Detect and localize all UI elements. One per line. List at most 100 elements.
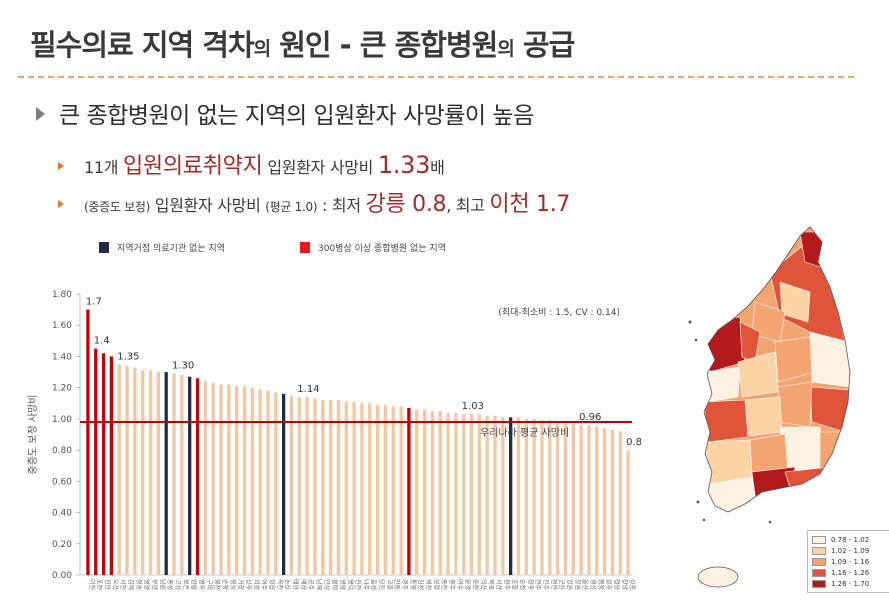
bar-강릉	[626, 450, 630, 575]
sub1-prefix: 11개	[84, 158, 123, 177]
sub1-highlight-value: 1.33	[377, 151, 431, 179]
x-tick-label: 여수	[456, 579, 464, 591]
x-tick-label: 통영	[409, 579, 417, 590]
bar-거창	[235, 386, 239, 575]
bar-안동	[391, 406, 395, 575]
y-tick-label: 0.00	[52, 571, 72, 581]
sub-bullet-triangle-icon	[58, 200, 64, 208]
bar-상주	[242, 386, 247, 575]
x-tick-label: 영천	[213, 579, 221, 590]
y-tick-label: 1.40	[52, 352, 72, 362]
y-tick-label: 1.80	[52, 290, 72, 300]
x-tick-label: 여주	[260, 579, 268, 591]
bar-구미	[203, 381, 207, 575]
x-tick-label: 홍천	[440, 579, 448, 590]
bar-여수	[454, 412, 458, 575]
bar-안성	[321, 400, 325, 575]
bar-오산	[109, 356, 114, 575]
bar-의성	[250, 387, 254, 575]
bar-평창	[595, 426, 599, 575]
bar-진안	[101, 353, 106, 575]
island-dot	[694, 338, 698, 342]
mortality-bar-chart: 0.00 0.20 0.40 0.60 0.80 1.00 1.20 1.40 1.60 1.80…	[27, 290, 642, 591]
legend-item-no-regional-hospital: 지역거점 의료기관 없는 지역	[99, 241, 225, 254]
bar-영암	[336, 400, 341, 575]
x-tick-label: 문경	[464, 579, 471, 590]
x-tick-label: 안동	[393, 579, 401, 591]
x-tick-label: 옥천	[276, 579, 284, 590]
map-regions	[704, 227, 850, 512]
map-legend-swatch	[812, 568, 826, 577]
data-label: 1.35	[117, 351, 139, 362]
x-tick-label: 남원	[158, 579, 166, 590]
bar-포항	[509, 417, 513, 575]
x-tick-label: 이천	[88, 579, 96, 590]
sub2-average-note: (평균 1.0)	[265, 200, 318, 214]
slide-title-part: 의	[497, 38, 515, 60]
bar-홍성	[164, 372, 168, 575]
bar-서천	[117, 364, 121, 575]
x-tick-label: 김천	[417, 579, 425, 590]
x-tick-label: 순창	[221, 579, 229, 591]
y-tick-label: 0.40	[52, 509, 72, 519]
y-axis-title: 중증도 보정 사망비	[27, 395, 39, 475]
jeju-island	[697, 566, 739, 588]
x-tick-label: 상주	[244, 579, 252, 591]
bar-충주	[446, 412, 450, 575]
bar-고흥	[383, 404, 388, 575]
bar-부안	[148, 370, 153, 575]
sub-bullet-1: 11개 입원의료취약지 입원환자 사망비 1.33배	[58, 148, 445, 180]
x-tick-label: 청주	[526, 579, 533, 591]
y-tick-label: 0.80	[52, 446, 72, 456]
main-bullet-text: 큰 종합병원이 없는 지역의 입원환자 사망률이 높음	[59, 103, 534, 129]
slide-title-part: 원인 - 큰 종합병원	[270, 28, 498, 62]
mainland-outline	[703, 226, 851, 513]
x-tick-label: 목포	[487, 579, 494, 591]
data-label: 1.7	[86, 297, 102, 308]
bar-청주	[524, 418, 528, 575]
x-tick-label: 횡성	[229, 579, 237, 590]
data-label: 0.96	[579, 412, 601, 423]
map-legend-row: 1.02 - 1.09	[812, 545, 888, 556]
x-tick-label: 양평	[190, 579, 198, 590]
slide-title: 필수의료 지역 격차의 원인 - 큰 종합병원의 공급	[30, 22, 575, 64]
x-tick-label: 순천	[518, 579, 526, 590]
bar-영천	[211, 382, 215, 575]
bar-통영	[407, 407, 411, 575]
x-tick-label: 김제	[127, 579, 135, 590]
x-tick-label: 영암	[338, 579, 346, 591]
map-legend-swatch	[812, 535, 826, 544]
map-legend-label: 1.26 - 1.70	[831, 579, 870, 588]
data-label: 1.4	[94, 336, 110, 347]
bar-광주	[602, 428, 607, 575]
slide-title-part: 필수의료 지역 격차	[30, 28, 255, 62]
x-tick-label: 공주	[307, 579, 314, 591]
sub2-text: 입원환자 사망비	[149, 196, 266, 215]
legend-item-no-300bed-hospital: 300병상 이상 종합병원 없는 지역	[300, 241, 446, 254]
x-tick-label: 고흥	[385, 579, 393, 591]
x-tick-label: 거창	[237, 579, 245, 591]
map-legend-swatch	[812, 557, 826, 566]
x-tick-label: 진천	[354, 579, 362, 590]
bar-영덕	[344, 401, 348, 575]
bar-나주	[360, 403, 364, 575]
bar-태안	[289, 395, 294, 575]
legend-swatch-red	[300, 242, 310, 253]
bar-울산	[579, 425, 583, 575]
data-label: 1.30	[172, 361, 194, 372]
bar-정읍	[266, 390, 270, 575]
x-tick-label: 오산	[111, 579, 119, 591]
x-tick-label: 창원	[573, 579, 581, 590]
bar-김제	[125, 365, 129, 575]
bar-예산	[297, 397, 301, 575]
sub2-max-value: 이천 1.7	[489, 192, 571, 217]
x-tick-label: 영주	[198, 579, 206, 591]
x-tick-label: 의성	[252, 579, 260, 590]
island-dot	[768, 520, 772, 524]
x-tick-label: 안성	[323, 579, 331, 590]
map-legend-row: 1.26 - 1.70	[812, 578, 888, 589]
bar-경산	[587, 425, 591, 575]
bar-전주	[532, 418, 536, 575]
y-tick-label: 1.20	[52, 384, 72, 394]
bar-남해	[313, 398, 317, 575]
